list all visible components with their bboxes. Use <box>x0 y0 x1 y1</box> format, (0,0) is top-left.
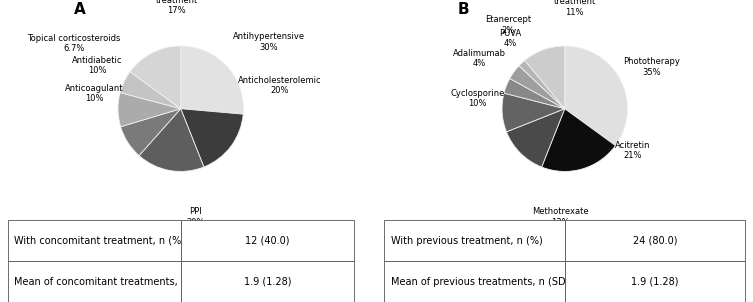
Wedge shape <box>118 92 181 127</box>
Wedge shape <box>120 72 181 109</box>
Text: Topical corticosteroids
6.7%: Topical corticosteroids 6.7% <box>27 34 120 53</box>
Text: Phototherapy
35%: Phototherapy 35% <box>623 57 680 77</box>
Text: Anticholesterolemic
20%: Anticholesterolemic 20% <box>238 76 322 95</box>
Wedge shape <box>139 109 204 172</box>
Text: Antidiabetic
10%: Antidiabetic 10% <box>72 56 122 75</box>
Text: Acitretin
21%: Acitretin 21% <box>615 141 651 160</box>
Wedge shape <box>507 109 565 167</box>
Text: A: A <box>74 2 85 17</box>
Wedge shape <box>120 109 181 156</box>
Text: Anticoagulant
10%: Anticoagulant 10% <box>66 84 123 103</box>
Wedge shape <box>181 109 243 167</box>
Wedge shape <box>502 93 565 132</box>
Text: Antihypertensive
30%: Antihypertensive 30% <box>233 32 305 52</box>
Wedge shape <box>181 46 243 114</box>
Wedge shape <box>130 46 181 109</box>
Text: Without previous
treatment
11%: Without previous treatment 11% <box>539 0 611 17</box>
Wedge shape <box>519 60 565 109</box>
Text: B: B <box>458 2 469 17</box>
Text: Without concomitant
treatment
17%: Without concomitant treatment 17% <box>133 0 221 15</box>
Text: Cyclosporine
10%: Cyclosporine 10% <box>450 89 505 108</box>
Text: Adalimumab
4%: Adalimumab 4% <box>453 49 506 68</box>
Text: PUVA
4%: PUVA 4% <box>499 29 521 48</box>
Text: Etanercept
2%: Etanercept 2% <box>485 15 532 35</box>
Wedge shape <box>565 46 627 146</box>
Wedge shape <box>525 46 565 109</box>
Wedge shape <box>504 79 565 109</box>
Text: PPI
20%: PPI 20% <box>187 207 205 227</box>
Wedge shape <box>510 66 565 109</box>
Wedge shape <box>541 109 615 172</box>
Text: Methotrexate
13%: Methotrexate 13% <box>532 207 589 227</box>
